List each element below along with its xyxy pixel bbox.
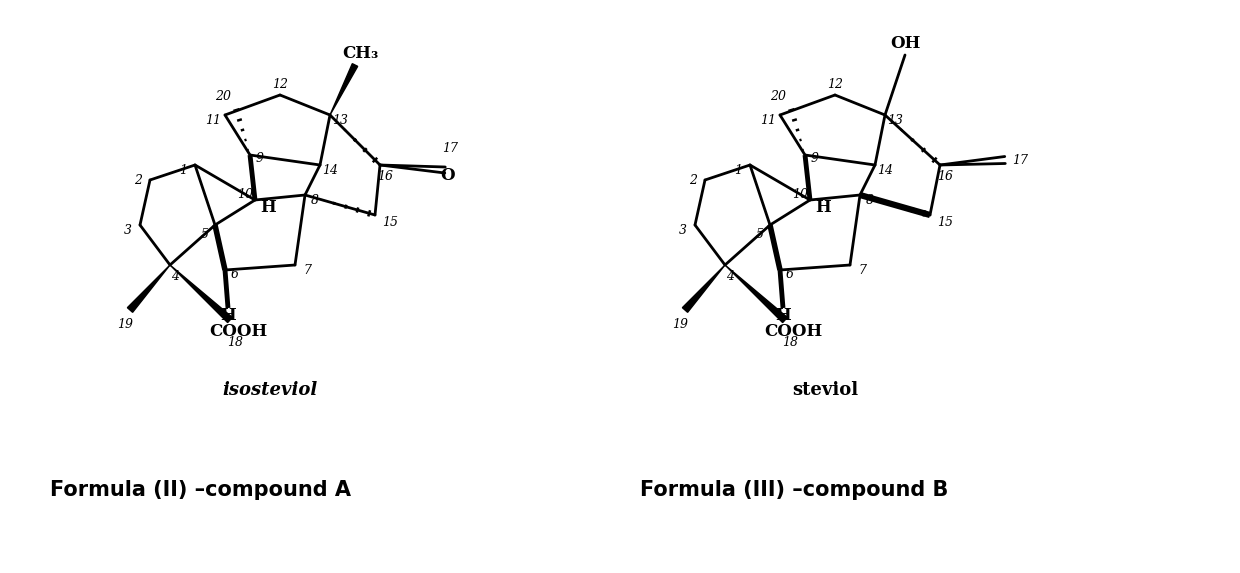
Text: 14: 14 [877,163,893,176]
Polygon shape [682,265,725,312]
Text: 4: 4 [171,270,179,284]
Polygon shape [725,265,787,323]
Text: 16: 16 [937,171,954,183]
Text: 12: 12 [272,79,288,92]
Text: OH: OH [890,34,920,52]
Text: 16: 16 [377,171,393,183]
Text: Formula (II) –compound A: Formula (II) –compound A [50,480,351,500]
Text: 8: 8 [866,194,874,206]
Text: 9: 9 [255,151,264,164]
Text: 1: 1 [734,163,742,176]
Text: 17: 17 [441,142,458,155]
Text: 18: 18 [227,336,243,348]
Text: 10: 10 [237,189,253,202]
Text: 11: 11 [760,113,776,127]
Polygon shape [128,265,170,312]
Text: H: H [775,308,791,324]
Text: 20: 20 [215,91,231,104]
Text: H: H [815,199,831,217]
Polygon shape [170,265,232,323]
Text: 19: 19 [672,319,688,332]
Polygon shape [330,64,357,115]
Text: 14: 14 [322,163,339,176]
Text: 3: 3 [124,223,131,237]
Text: COOH: COOH [208,324,267,340]
Text: 17: 17 [1012,154,1028,167]
Text: 3: 3 [680,223,687,237]
Text: steviol: steviol [792,381,858,399]
Text: 1: 1 [179,163,187,176]
Text: H: H [221,308,236,324]
Text: 9: 9 [811,151,818,164]
Text: CH₃: CH₃ [342,45,378,61]
Text: isosteviol: isosteviol [222,381,317,399]
Text: H: H [260,199,275,217]
Text: COOH: COOH [764,324,822,340]
Text: 19: 19 [117,319,133,332]
Text: 18: 18 [782,336,799,348]
Text: 2: 2 [689,174,697,186]
Text: 13: 13 [332,113,348,127]
Text: 2: 2 [134,174,143,186]
Text: 15: 15 [382,217,398,230]
Text: 15: 15 [937,217,954,230]
Text: 20: 20 [770,91,786,104]
Text: 6: 6 [231,269,239,281]
Text: 11: 11 [205,113,221,127]
Text: 13: 13 [887,113,903,127]
Text: 5: 5 [201,229,210,241]
Text: 6: 6 [786,269,794,281]
Text: 7: 7 [858,264,866,277]
Text: 5: 5 [756,229,764,241]
Text: 8: 8 [311,194,319,206]
Text: 7: 7 [303,264,311,277]
Text: 12: 12 [827,79,843,92]
Text: 4: 4 [725,270,734,284]
Text: O: O [440,167,455,183]
Text: 10: 10 [792,189,808,202]
Text: Formula (III) –compound B: Formula (III) –compound B [640,480,949,500]
